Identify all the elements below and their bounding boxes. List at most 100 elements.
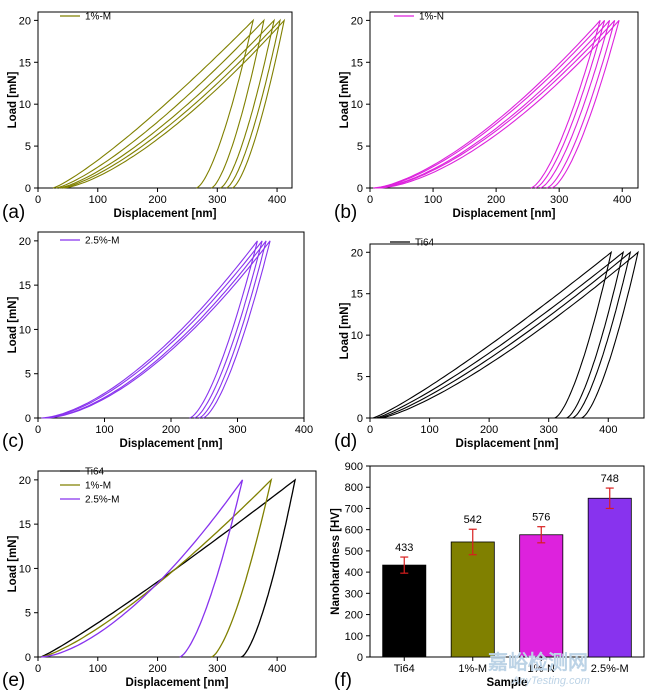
- panel-c-x-tick-label: 200: [162, 424, 180, 436]
- panel-e-legend-label: 1%-M: [85, 481, 111, 492]
- panel-f-x-axis-label: Sample: [487, 677, 528, 689]
- panel-e-x-tick-label: 0: [35, 663, 41, 675]
- panel-f-y-tick-label: 200: [345, 610, 363, 622]
- panel-c-curve-4: [45, 240, 271, 419]
- panel-d-frame: [369, 243, 645, 419]
- panel-f-y-tick-label: 500: [345, 546, 363, 558]
- panel-d-curve-2: [375, 250, 625, 419]
- panel-b-x-tick-label: 0: [367, 194, 373, 206]
- panel-d-y-tick-label: 10: [351, 330, 363, 342]
- panel-d: 0 100 200 300 400 0 5 10 15 20 Displacement [nm] Lo…: [334, 238, 645, 452]
- panel-a-y-axis-label: Load [mN]: [7, 71, 19, 128]
- watermark-main-text: 嘉峪检测网: [487, 650, 588, 674]
- panel-c-x-tick-label: 0: [35, 424, 41, 436]
- panel-c-y-tick-label: 5: [25, 369, 31, 381]
- panel-e-frame: [37, 470, 317, 658]
- panel-d-curve-1: [372, 250, 613, 419]
- panel-d-y-tick-label: 0: [357, 413, 363, 425]
- panel-d-curve-4: [380, 250, 639, 419]
- panel-c-curve-1: [41, 240, 258, 419]
- panel-c: 0 100 200 300 400 0 5 10 15 20 Displacement [nm] Lo…: [2, 231, 313, 452]
- panel-f-frame: [369, 465, 645, 658]
- panel-e-y-axis-label: Load [mN]: [7, 535, 19, 592]
- panel-a-x-axis-label: Displacement [nm]: [114, 208, 217, 220]
- panel-f-bar-ti64: [382, 564, 427, 658]
- panel-e-legend-label: 2.5%-M: [85, 495, 119, 506]
- panel-e-series-25m: [40, 479, 244, 658]
- panel-b-x-tick-label: 300: [550, 194, 568, 206]
- panel-f-y-tick-label: 400: [345, 567, 363, 579]
- panel-f-bar-25m: [587, 497, 632, 658]
- panel-d-y-tick-label: 15: [351, 289, 363, 301]
- panel-b-x-tick-label: 200: [487, 194, 505, 206]
- panel-b-curve-3: [376, 20, 611, 189]
- panel-f-y-tick-label: 300: [345, 588, 363, 600]
- panel-d-x-tick-label: 0: [367, 424, 373, 436]
- panel-b: 0 100 200 300 400 0 5 10 15 20 Displacement [nm] Lo…: [334, 11, 639, 223]
- panel-e: 0 100 200 300 400 0 5 10 15 20 Displacement [nm] Lo…: [2, 467, 317, 691]
- panel-c-y-tick-label: 0: [25, 413, 31, 425]
- panel-e-x-axis-label: Displacement [nm]: [126, 677, 229, 689]
- panel-c-panel-label: (c): [2, 431, 24, 452]
- panel-e-y-tick-label: 10: [19, 563, 31, 575]
- panel-b-curve-2: [374, 20, 606, 189]
- panel-f: 0 100 200 300 400 500 600 700 800 900 433 Ti64 542 1%…: [330, 461, 645, 691]
- panel-b-x-tick-label: 100: [424, 194, 442, 206]
- panel-a-y-tick-label: 15: [19, 57, 31, 69]
- panel-d-x-tick-label: 400: [599, 424, 617, 436]
- panel-a-x-tick-label: 0: [35, 194, 41, 206]
- panel-f-category-label: 1%-M: [458, 663, 487, 675]
- panel-a-curve-1: [52, 18, 255, 189]
- panel-c-y-tick-label: 20: [19, 236, 31, 248]
- panel-b-frame: [369, 11, 639, 189]
- panel-a-y-tick-label: 0: [25, 183, 31, 195]
- panel-a: 0 100 200 300 400 0 5 10 15 20 Displacement [nm] Lo…: [2, 11, 293, 223]
- panel-f-y-tick-label: 700: [345, 503, 363, 515]
- panel-d-curve-3: [378, 250, 632, 419]
- panel-c-frame: [37, 231, 305, 419]
- panel-c-y-tick-label: 15: [19, 280, 31, 292]
- panel-b-x-axis-label: Displacement [nm]: [453, 208, 556, 220]
- panel-e-y-tick-label: 15: [19, 519, 31, 531]
- panel-b-x-tick-label: 400: [613, 194, 631, 206]
- panel-f-y-tick-label: 0: [357, 652, 363, 664]
- panel-f-panel-label: (f): [334, 670, 352, 691]
- panel-e-series-ti64: [40, 478, 297, 658]
- panel-f-value-label: 576: [532, 512, 550, 524]
- panel-f-value-label: 433: [395, 542, 413, 554]
- panel-d-y-axis-label: Load [mN]: [339, 302, 351, 359]
- panel-b-panel-label: (b): [334, 202, 357, 223]
- panel-a-frame: [37, 11, 293, 189]
- panel-b-y-tick-label: 20: [351, 15, 363, 27]
- panel-f-value-label: 542: [464, 514, 482, 526]
- panel-f-y-tick-label: 900: [345, 461, 363, 473]
- panel-c-x-tick-label: 300: [228, 424, 246, 436]
- panel-c-y-axis-label: Load [mN]: [7, 296, 19, 353]
- panel-b-legend-label: 1%-N: [419, 12, 444, 23]
- panel-c-curve-2: [43, 240, 263, 419]
- panel-f-y-axis-label: Nanohardness [HV]: [330, 508, 342, 615]
- panel-a-y-tick-label: 5: [25, 141, 31, 153]
- panel-e-x-tick-label: 400: [268, 663, 286, 675]
- panel-f-y-tick-label: 800: [345, 482, 363, 494]
- panel-e-y-tick-label: 20: [19, 475, 31, 487]
- panel-c-y-tick-label: 10: [19, 324, 31, 336]
- panel-f-value-label: 748: [601, 473, 619, 485]
- panel-a-x-tick-label: 200: [148, 194, 166, 206]
- panel-c-x-tick-label: 400: [295, 424, 313, 436]
- panel-c-curve-3: [44, 240, 267, 419]
- panel-b-y-tick-label: 10: [351, 99, 363, 111]
- watermark-sub-text: AnyTesting.com: [511, 675, 590, 687]
- panel-a-x-tick-label: 300: [208, 194, 226, 206]
- panel-a-curve-3: [58, 18, 276, 189]
- panel-e-x-tick-label: 200: [148, 663, 166, 675]
- panel-d-x-tick-label: 100: [420, 424, 438, 436]
- panel-f-bar-1m: [450, 541, 495, 658]
- panel-e-y-tick-label: 5: [25, 608, 31, 620]
- panel-f-category-label: Ti64: [394, 663, 415, 675]
- panel-c-x-axis-label: Displacement [nm]: [120, 438, 223, 450]
- panel-e-y-tick-label: 0: [25, 652, 31, 664]
- panel-e-panel-label: (e): [2, 670, 25, 691]
- panel-d-legend-label: Ti64: [415, 238, 435, 249]
